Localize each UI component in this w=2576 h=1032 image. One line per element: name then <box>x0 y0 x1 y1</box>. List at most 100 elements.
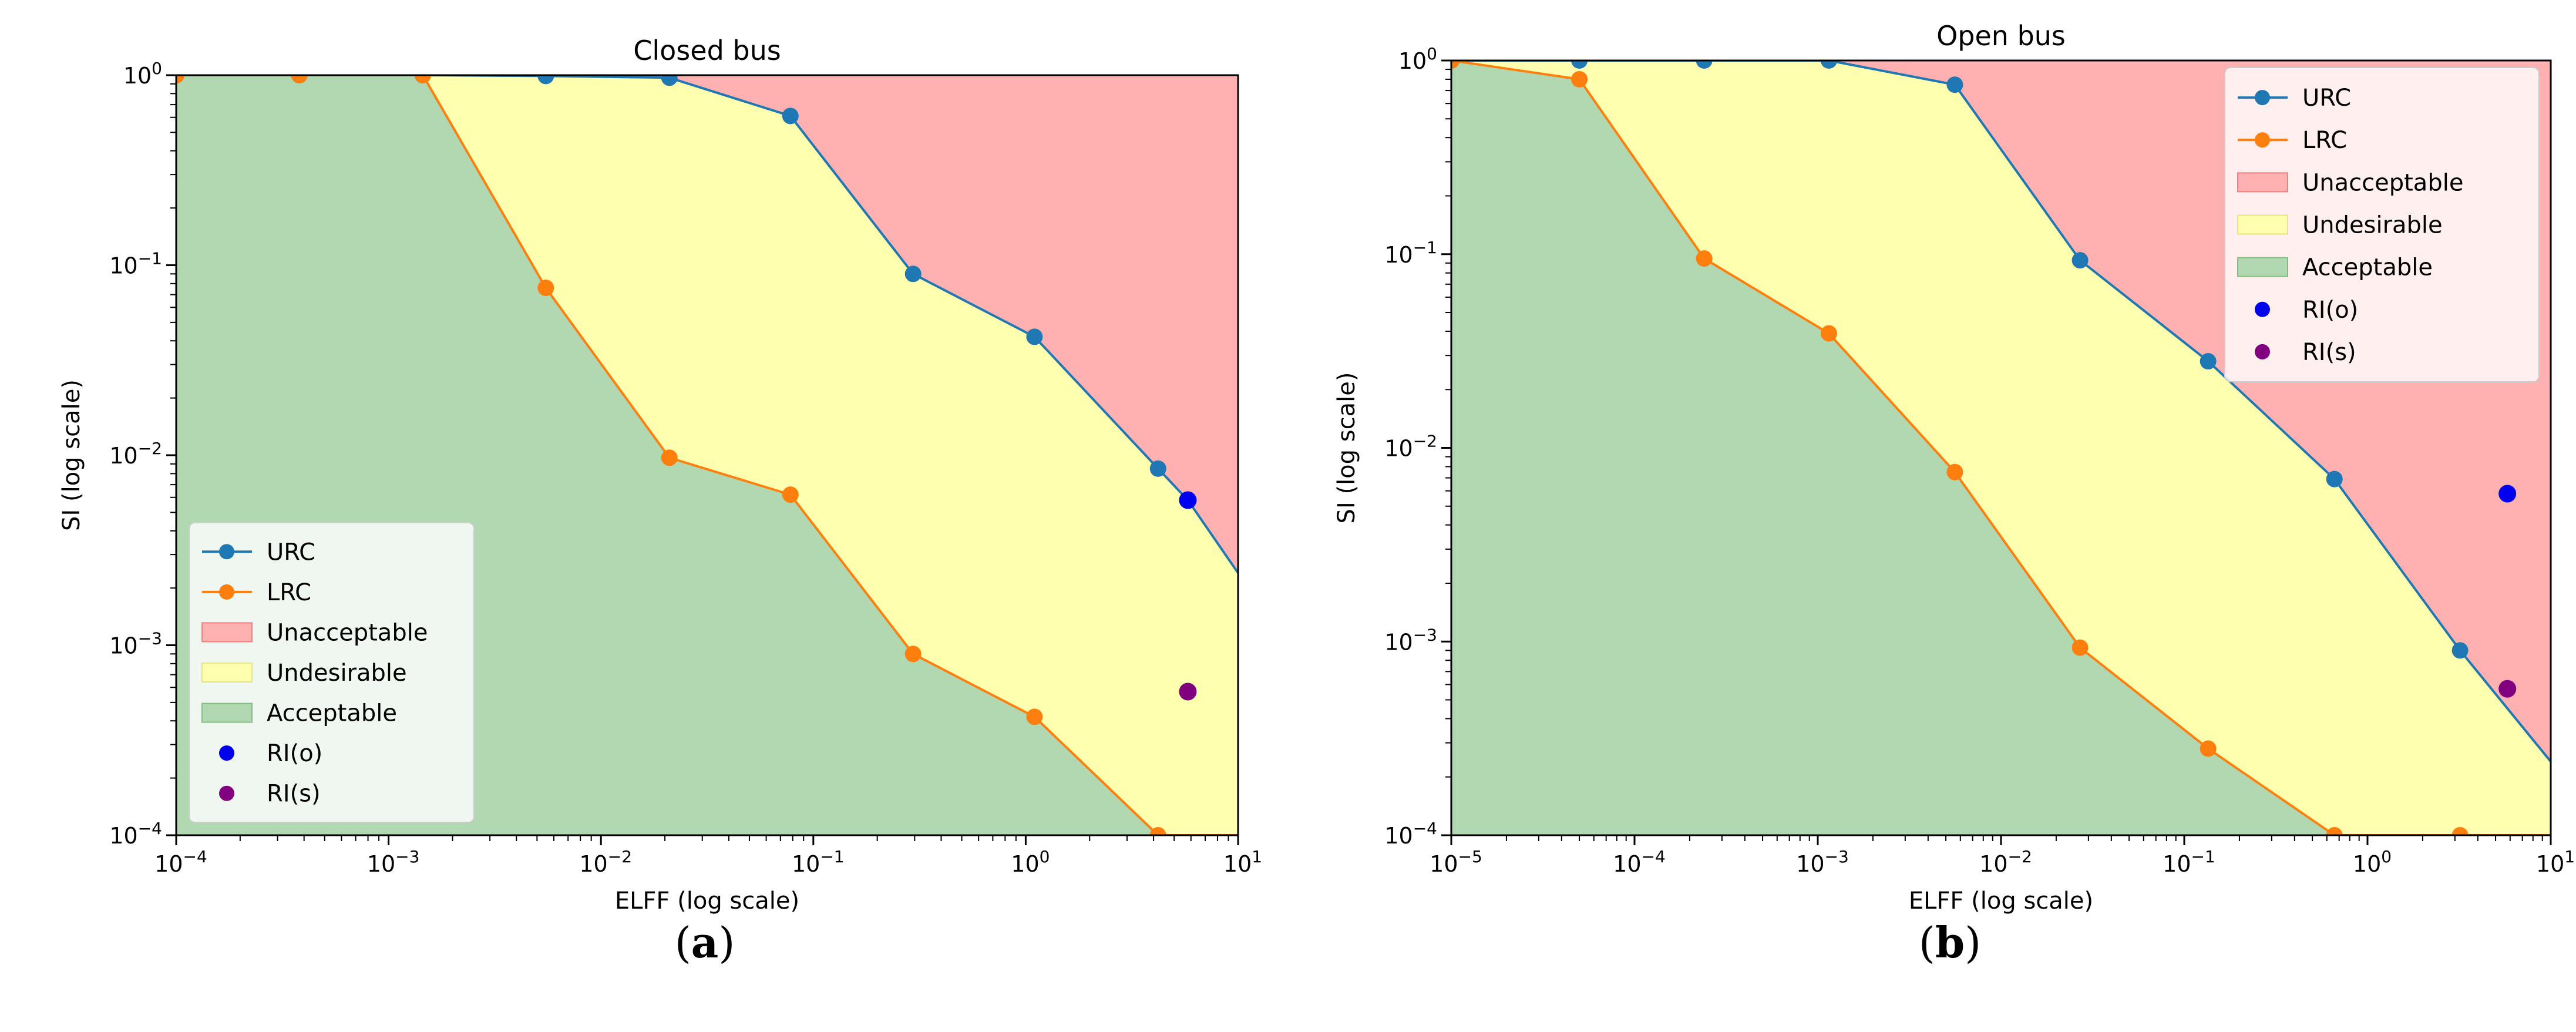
lrc-point <box>537 280 554 297</box>
y-tick-label: 10−4 <box>109 819 162 849</box>
legend-marker-lrc <box>2255 132 2270 148</box>
lrc-point <box>1451 60 1459 69</box>
legend: URC LRC Unacceptable Undesirable Acceptable R… <box>189 522 475 823</box>
urc-point <box>2451 642 2469 659</box>
urc-point <box>2200 353 2217 370</box>
x-tick-label: 101 <box>1223 847 1262 877</box>
x-tick-label: 100 <box>2353 847 2392 877</box>
lrc-line <box>1451 60 2551 835</box>
x-tick-label: 10−4 <box>1613 847 1666 877</box>
legend-label-unacceptable: Unacceptable <box>2302 169 2463 196</box>
lrc-point <box>904 646 922 663</box>
urc-point <box>2326 470 2343 488</box>
legend-label-undesirable: Undesirable <box>267 660 407 687</box>
legend-marker-lrc <box>219 584 234 600</box>
x-tick-label: 10−4 <box>154 847 207 877</box>
lrc-point <box>1571 70 1588 88</box>
x-axis-label: ELFF (log scale) <box>1909 888 2093 915</box>
y-tick-label: 10−3 <box>109 629 162 659</box>
legend-marker-ri-s <box>219 785 234 801</box>
legend-label-lrc: LRC <box>267 579 311 606</box>
lrc-point <box>1696 250 1713 267</box>
urc-point <box>1946 76 1963 93</box>
legend-box <box>2224 67 2540 382</box>
legend-box <box>189 522 475 823</box>
y-tick-label: 10−1 <box>109 249 162 279</box>
legend-swatch-unacceptable <box>2237 172 2288 193</box>
y-axis-label: SI (log scale) <box>1333 372 1360 524</box>
legend-marker-urc <box>2255 90 2270 106</box>
chart-open-bus: 10−5 10−4 10−3 10−2 10−1 100 10110010−110−210−… <box>1333 20 2575 915</box>
lrc-point <box>2071 639 2089 656</box>
legend-label-undesirable: Undesirable <box>2302 212 2443 239</box>
lrc-point <box>661 449 678 466</box>
chart-title: Open bus <box>1936 20 2066 52</box>
y-tick-label: 10−2 <box>109 439 162 469</box>
region-acceptable <box>1451 60 2551 835</box>
legend-label-urc: URC <box>2302 85 2351 112</box>
legend-label-acceptable: Acceptable <box>267 700 397 727</box>
urc-point <box>661 75 678 86</box>
legend-label-ri-o: RI(o) <box>2302 297 2358 324</box>
urc-point <box>1149 460 1166 477</box>
urc-point <box>904 265 922 283</box>
lrc-point <box>414 75 431 83</box>
ri-o-point <box>1179 491 1197 509</box>
urc-point <box>1571 60 1588 69</box>
region-undesirable <box>1451 60 2551 835</box>
x-tick-label: 100 <box>1011 847 1050 877</box>
legend-swatch-undesirable <box>2237 214 2288 235</box>
lrc-point <box>2200 740 2217 757</box>
lrc-point <box>1946 463 1963 480</box>
chart-panel-open-bus: 10−5 10−4 10−3 10−2 10−1 100 101 100 10−1 10−2 10−… <box>1288 0 2576 1032</box>
legend-label-unacceptable: Unacceptable <box>267 619 428 646</box>
legend-marker-urc <box>219 544 234 560</box>
lrc-point <box>291 75 308 83</box>
x-tick-label: 10−3 <box>1796 847 1849 877</box>
legend-label-lrc: LRC <box>2302 127 2347 154</box>
x-axis-label: ELFF (log scale) <box>615 888 799 915</box>
urc-point <box>1820 60 1837 69</box>
legend-marker-ri-o <box>219 745 234 761</box>
x-tick-label: 10−1 <box>2163 847 2215 877</box>
x-tick-label: 10−3 <box>367 847 420 877</box>
urc-point <box>1026 328 1043 345</box>
y-axis-label: SI (log scale) <box>58 379 85 531</box>
ri-o-point <box>2498 485 2517 503</box>
legend-swatch-unacceptable <box>201 622 253 643</box>
y-tick-label: 10−2 <box>1384 432 1437 462</box>
y-tick-label: 10−3 <box>1384 625 1437 655</box>
lrc-point <box>782 486 799 503</box>
legend-swatch-undesirable <box>201 663 253 683</box>
y-tick-label: 100 <box>123 59 162 89</box>
urc-point <box>1696 60 1713 69</box>
chart-closed-bus: 10−4 10−3 10−2 10−1 100 101 100 10−1 10−2 10−3 10−… <box>58 35 1262 915</box>
urc-point <box>2071 252 2089 269</box>
legend-swatch-acceptable <box>2237 257 2288 277</box>
legend-label-ri-s: RI(s) <box>267 781 321 808</box>
legend-label-ri-s: RI(s) <box>2302 339 2356 366</box>
x-tick-label: 101 <box>2536 847 2575 877</box>
caption-a: (a) <box>674 917 735 967</box>
urc-point <box>782 107 799 125</box>
region-undesirable <box>176 75 1238 835</box>
ri-s-point <box>1179 683 1197 701</box>
legend-label-acceptable: Acceptable <box>2302 254 2433 281</box>
legend-label-urc: URC <box>267 539 315 566</box>
x-tick-label: 10−1 <box>792 847 845 877</box>
lrc-point <box>1149 827 1166 835</box>
lrc-line <box>176 75 1238 835</box>
legend-swatch-acceptable <box>201 702 253 723</box>
lrc-point <box>2326 827 2343 835</box>
legend-marker-ri-o <box>2255 301 2270 317</box>
x-tick-label: 10−5 <box>1430 847 1482 877</box>
legend-label-ri-o: RI(o) <box>267 740 322 767</box>
x-tick-label: 10−2 <box>579 847 632 877</box>
legend: URC LRC Unacceptable Undesirable Acceptable R… <box>2224 67 2540 382</box>
y-tick-label: 100 <box>1398 44 1437 74</box>
caption-b: (b) <box>1918 917 1982 967</box>
lrc-point <box>1820 325 1837 342</box>
x-tick-label: 10−2 <box>1979 847 2032 877</box>
chart-title: Closed bus <box>633 35 781 66</box>
lrc-point <box>176 75 184 83</box>
